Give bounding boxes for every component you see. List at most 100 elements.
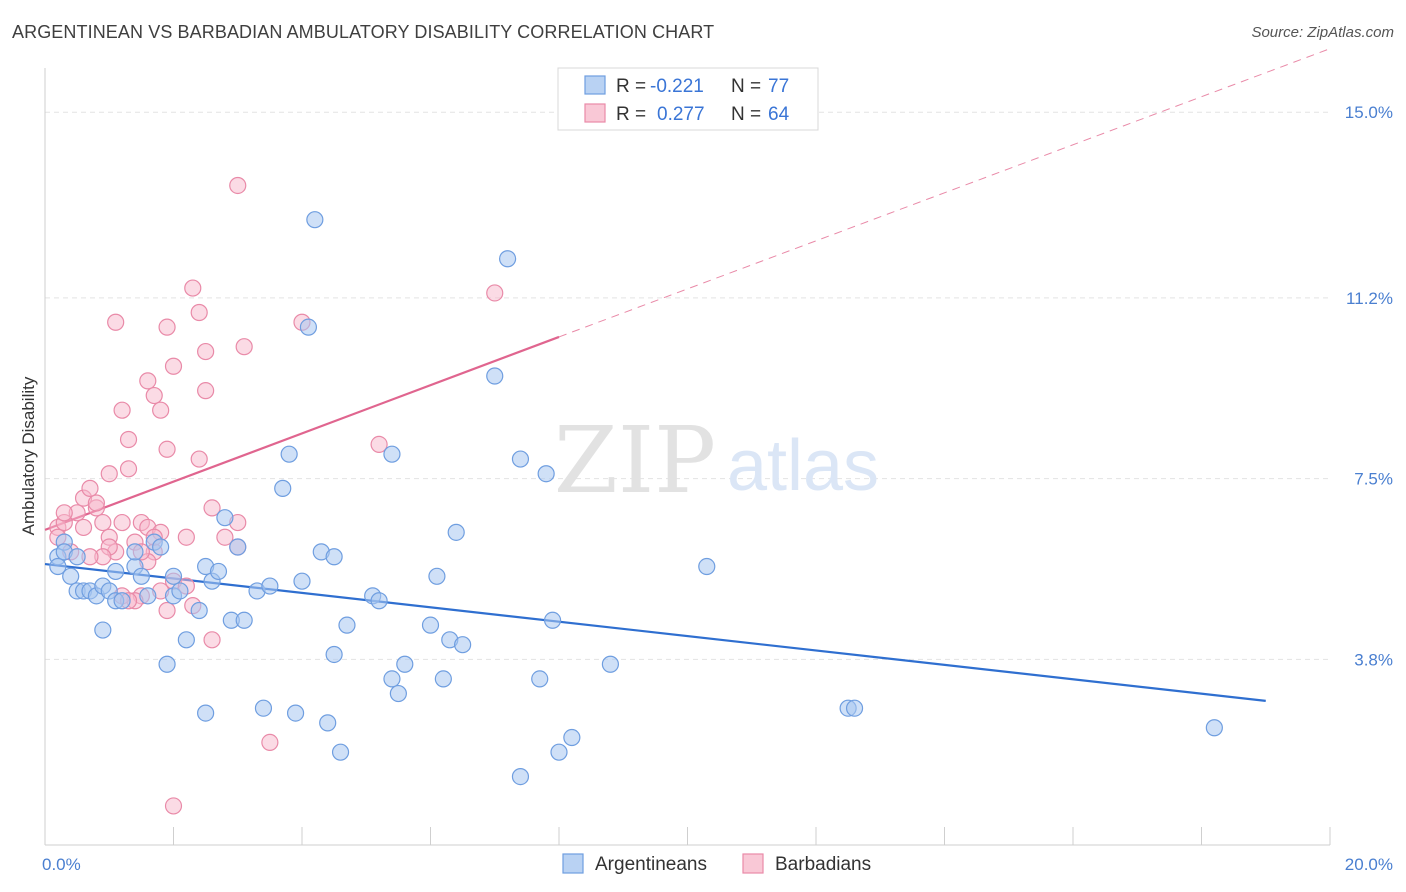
argentineans-point-18 <box>139 587 157 605</box>
watermark: ZIP atlas <box>554 407 879 514</box>
barbadians-point-36 <box>158 440 176 458</box>
argentineans-point-17 <box>126 543 144 561</box>
argentineans-point-26 <box>190 601 208 620</box>
argentineans-point-35 <box>261 577 279 595</box>
barbadians-point-54 <box>486 284 504 302</box>
argentineans-point-69 <box>543 611 562 629</box>
argentineans-point-46 <box>338 616 356 634</box>
barbadians-point-53 <box>370 435 388 454</box>
barbadians-point-38 <box>164 357 183 375</box>
barbadians-point-39 <box>184 279 202 297</box>
legend-swatch-blue <box>584 75 606 95</box>
bottom-legend: Argentineans Barbadians <box>562 853 871 875</box>
legend-r-value-pink: 0.277 <box>657 104 705 125</box>
argentineans-point-4 <box>62 567 80 585</box>
watermark-atlas: atlas <box>727 426 879 506</box>
watermark-zip: ZIP <box>554 407 716 514</box>
argentineans-point-62 <box>511 450 530 468</box>
argentineans-point-65 <box>537 465 555 483</box>
argentineans-point-50 <box>383 670 401 688</box>
argentineans-point-64 <box>531 670 549 688</box>
barbadians-point-12 <box>100 465 118 483</box>
argentineans-point-58 <box>454 636 472 654</box>
argentineans-point-76 <box>254 699 273 717</box>
barbadians-point-42 <box>197 382 215 400</box>
barbadians-point-34 <box>145 386 163 405</box>
argentineans-point-73 <box>1205 719 1223 737</box>
argentineans-point-70 <box>698 557 716 576</box>
argentineans-point-61 <box>499 250 517 268</box>
argentineans-point-53 <box>383 445 401 463</box>
argentineans-point-54 <box>421 616 440 634</box>
argentineans-point-40 <box>306 211 324 229</box>
barbadians-point-15 <box>119 460 138 478</box>
argentineans-trend-line <box>44 562 1266 702</box>
chart-title: ARGENTINEAN VS BARBADIAN AMBULATORY DISA… <box>12 22 715 42</box>
legend-r-label-blue: R = <box>616 76 646 97</box>
barbadians-point-50 <box>229 176 247 195</box>
argentineans-point-32 <box>229 538 247 556</box>
argentineans-point-39 <box>293 572 311 590</box>
barbadians-point-35 <box>152 401 170 419</box>
argentineans-point-24 <box>171 582 189 600</box>
y-tick-label-3: 15.0% <box>1345 103 1393 122</box>
legend-n-value-blue: 77 <box>768 76 789 97</box>
barbadians-point-31 <box>119 430 138 449</box>
barbadians-trend-line <box>44 335 560 531</box>
argentineans-point-44 <box>325 645 343 664</box>
grid-lines <box>45 111 1330 660</box>
barbadians-point-33 <box>139 372 157 390</box>
argentineans-point-55 <box>428 567 446 585</box>
legend-n-value-pink: 64 <box>768 104 790 125</box>
y-tick-label-2: 11.2% <box>1346 289 1393 308</box>
legend-n-label-blue: N = <box>731 76 761 97</box>
x-tick-label-max: 20.0% <box>1345 855 1393 874</box>
y-tick-labels: 3.8% 7.5% 11.2% 15.0% <box>1345 103 1393 669</box>
bottom-legend-swatch-barbadians <box>742 853 764 874</box>
y-tick-label-0: 3.8% <box>1354 650 1393 669</box>
y-axis-label: Ambulatory Disability <box>19 376 38 535</box>
barbadians-point-46 <box>216 528 234 546</box>
argentineans-point-66 <box>550 743 568 761</box>
argentineans-point-16 <box>132 567 150 585</box>
argentineans-point-43 <box>319 714 337 732</box>
barbadians-point-9 <box>87 494 106 512</box>
argentineans-point-67 <box>563 728 581 747</box>
barbadians-point-37 <box>158 318 176 336</box>
barbadians-point-40 <box>190 303 208 322</box>
argentineans-point-30 <box>216 509 234 527</box>
legend-r-label-pink: R = <box>616 104 646 125</box>
bottom-legend-argentineans: Argentineans <box>595 854 707 875</box>
bottom-legend-barbadians: Barbadians <box>775 854 871 875</box>
argentineans-point-75 <box>197 704 215 722</box>
argentineans-point-59 <box>447 523 465 541</box>
barbadians-point-63 <box>55 504 73 522</box>
barbadians-point-41 <box>197 342 215 361</box>
barbadians-point-7 <box>81 479 99 497</box>
argentineans-point-12 <box>113 592 131 610</box>
argentineans-point-3 <box>49 557 67 576</box>
legend: R = -0.221 N = 77 R = 0.277 N = 64 <box>557 67 819 131</box>
argentineans-point-60 <box>486 367 504 385</box>
argentineans-point-36 <box>274 479 292 497</box>
legend-r-value-blue: -0.221 <box>650 76 704 97</box>
argentineans-point-63 <box>511 768 530 786</box>
argentineans-point-38 <box>286 704 305 722</box>
barbadians-point-6 <box>74 518 93 537</box>
argentineans-point-37 <box>280 445 298 463</box>
barbadians-point-45 <box>203 499 221 517</box>
legend-swatch-pink <box>584 103 606 123</box>
argentineans-points <box>49 211 1223 786</box>
argentineans-point-72 <box>845 699 864 717</box>
argentineans-point-33 <box>235 611 253 629</box>
argentineans-point-29 <box>209 562 228 581</box>
argentineans-point-68 <box>601 655 620 673</box>
source-label: Source: ZipAtlas.com <box>1251 24 1394 41</box>
argentineans-point-41 <box>299 318 318 336</box>
argentineans-point-47 <box>331 743 350 761</box>
argentineans-point-13 <box>107 562 125 581</box>
argentineans-point-20 <box>152 538 170 556</box>
argentineans-point-25 <box>177 631 195 649</box>
legend-n-label-pink: N = <box>731 104 761 125</box>
